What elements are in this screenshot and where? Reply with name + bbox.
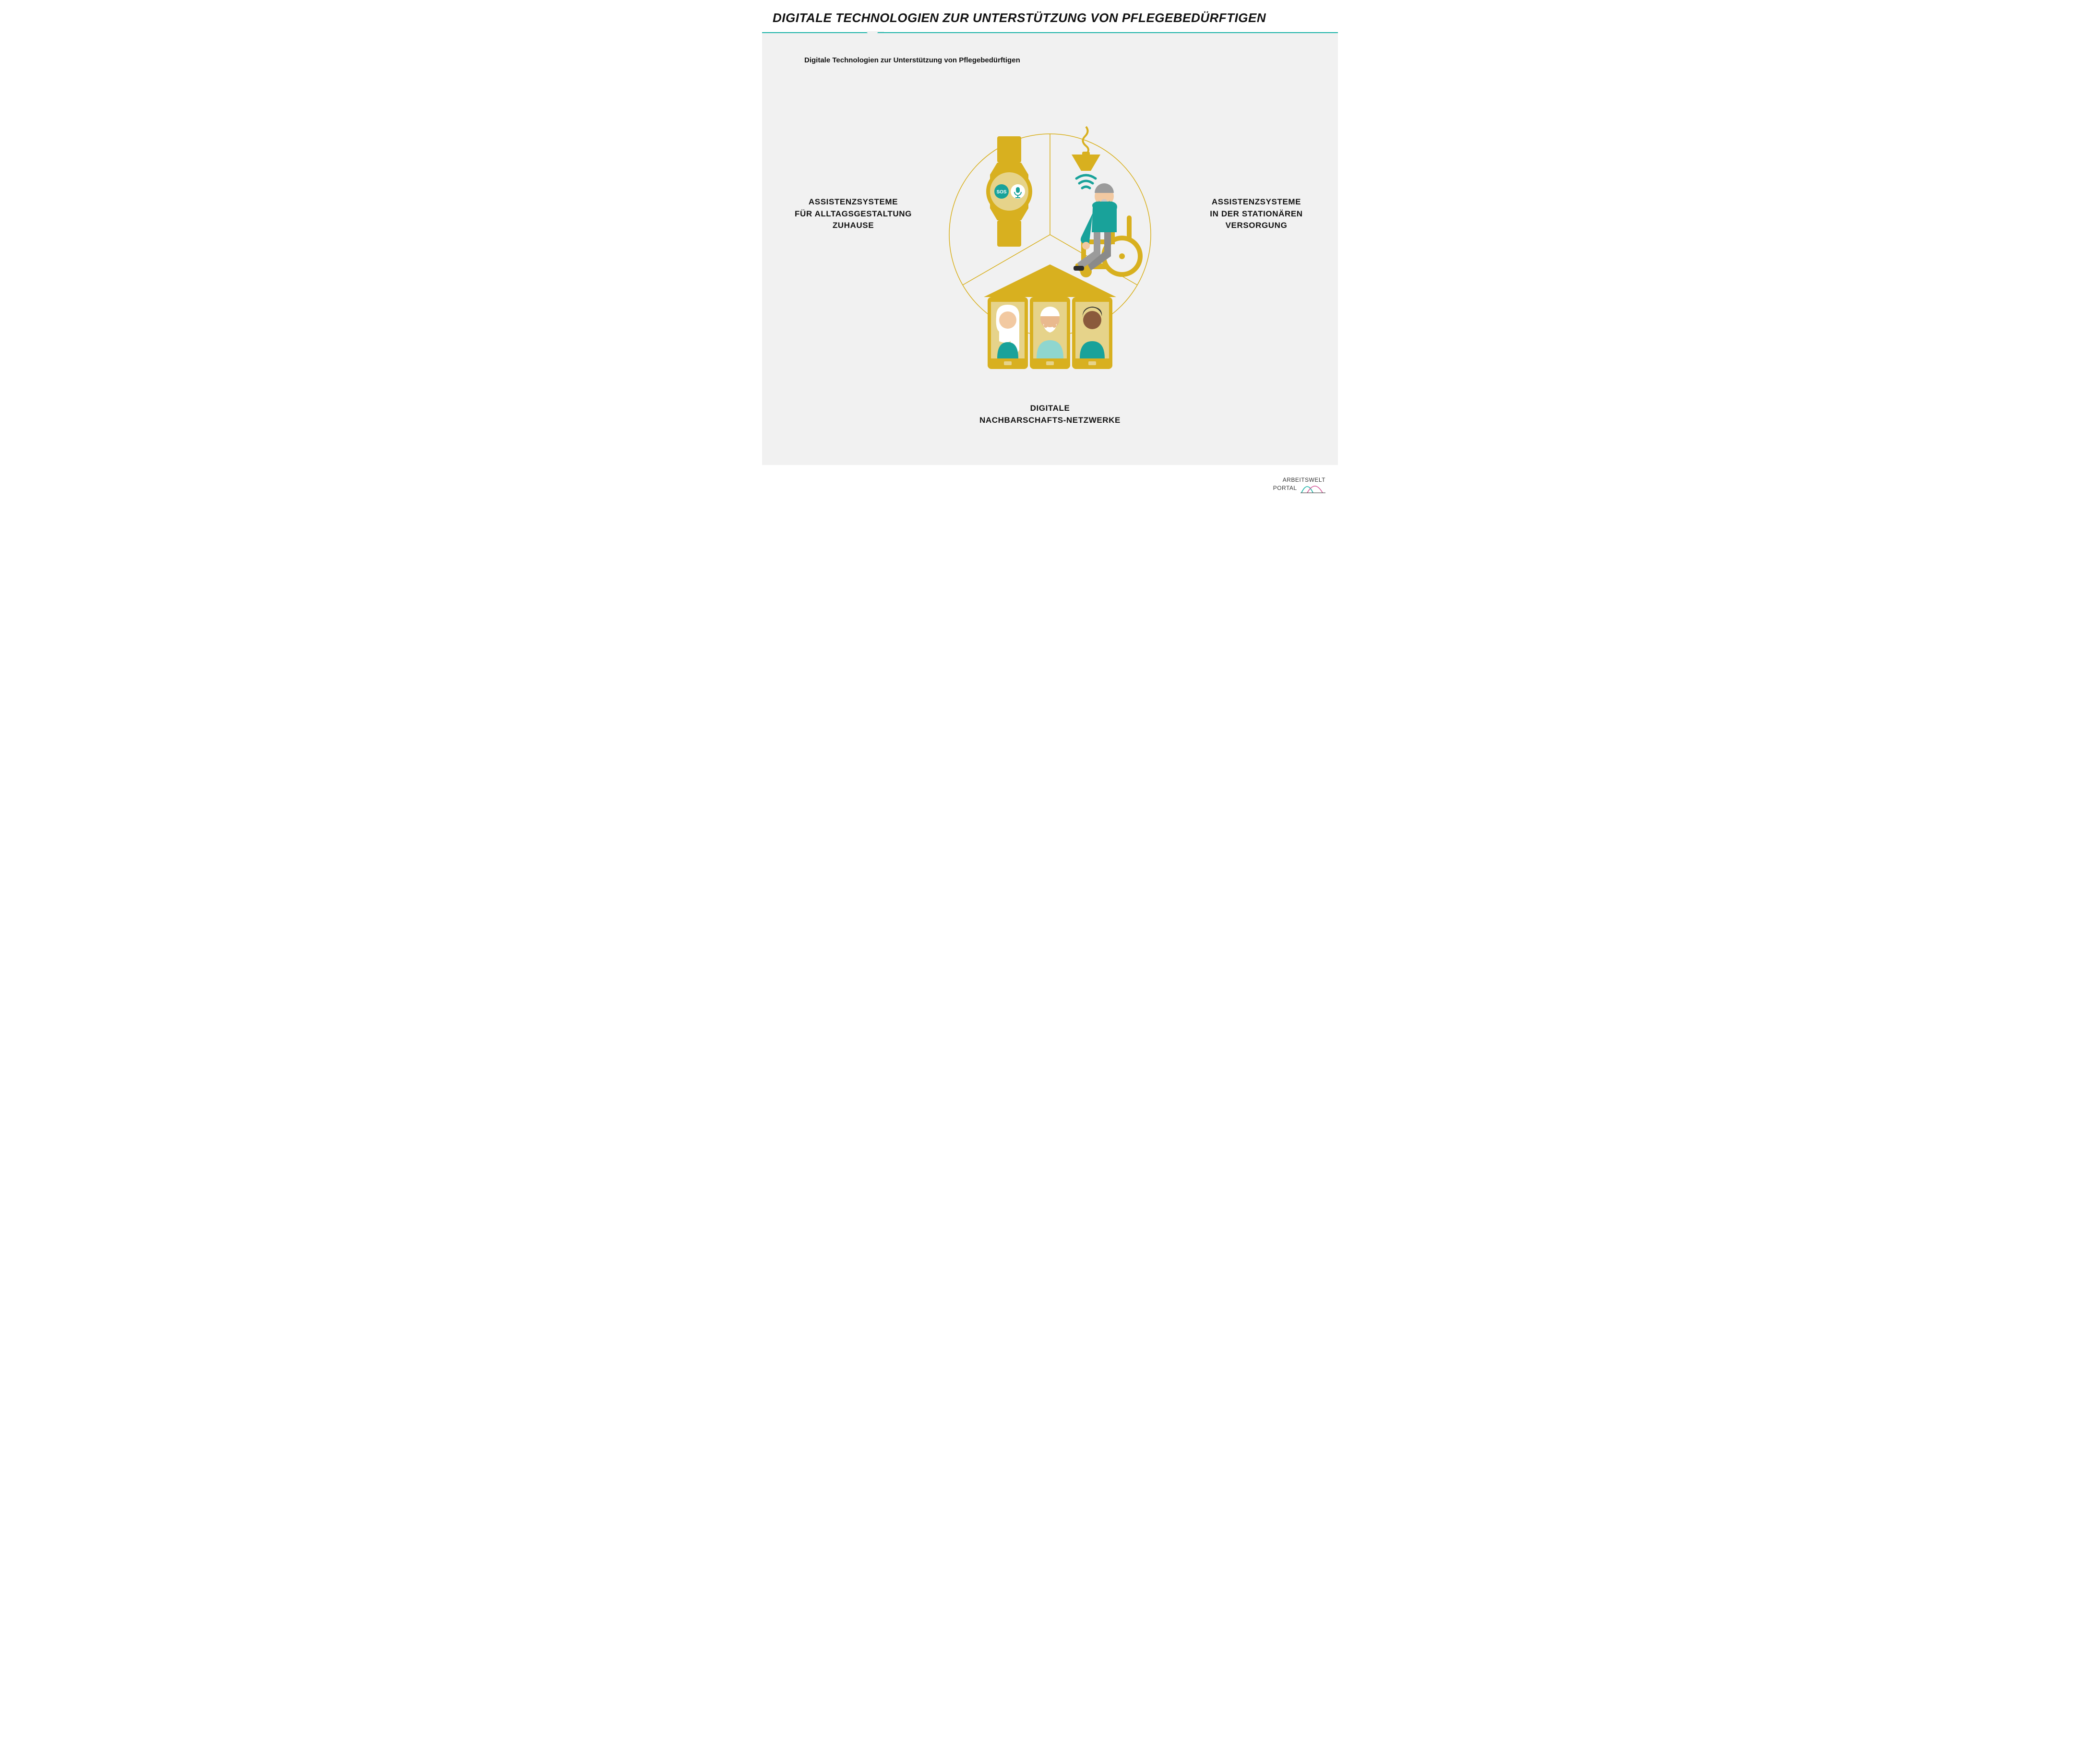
segment-right-line1: ASSISTENZSYSTEME [1212, 197, 1301, 206]
segment-bottom-line1: DIGITALE [1030, 404, 1070, 413]
segment-left-line3: ZUHAUSE [833, 221, 874, 230]
segment-right-line2: IN DER STATIONÄREN [1210, 209, 1302, 218]
segment-label-bottom: DIGITALE NACHBARSCHAFTS-NETZWERKE [973, 403, 1127, 426]
brand-logo: ARBEITSWELT PORTAL [1273, 476, 1325, 494]
neighbourhood-network-icon [984, 264, 1116, 369]
segment-left-line1: ASSISTENZSYSTEME [809, 197, 898, 206]
segment-label-left: ASSISTENZSYSTEME FÜR ALLTAGSGESTALTUNG Z… [791, 196, 916, 232]
logo-wave-icon [1301, 483, 1325, 494]
sos-label: SOS [996, 190, 1006, 195]
segment-right-line3: VERSORGUNG [1226, 221, 1288, 230]
segment-left-line2: FÜR ALLTAGSGESTALTUNG [795, 209, 912, 218]
signal-icon [1076, 175, 1096, 188]
smartwatch-icon: SOS [986, 136, 1032, 247]
page-title: DIGITALE TECHNOLOGIEN ZUR UNTERSTÜTZUNG … [762, 0, 1338, 32]
canvas-subtitle: Digitale Technologien zur Unterstützung … [776, 44, 1324, 64]
segment-label-right: ASSISTENZSYSTEME IN DER STATIONÄREN VERS… [1199, 196, 1314, 232]
care-facility-icon [1072, 127, 1140, 277]
infographic-canvas: Digitale Technologien zur Unterstützung … [762, 33, 1338, 465]
segment-bottom-line2: NACHBARSCHAFTS-NETZWERKE [979, 416, 1121, 425]
logo-line1: ARBEITSWELT [1273, 476, 1325, 483]
logo-line2: PORTAL [1273, 485, 1297, 491]
tri-segment-diagram: SOS [935, 110, 1165, 340]
